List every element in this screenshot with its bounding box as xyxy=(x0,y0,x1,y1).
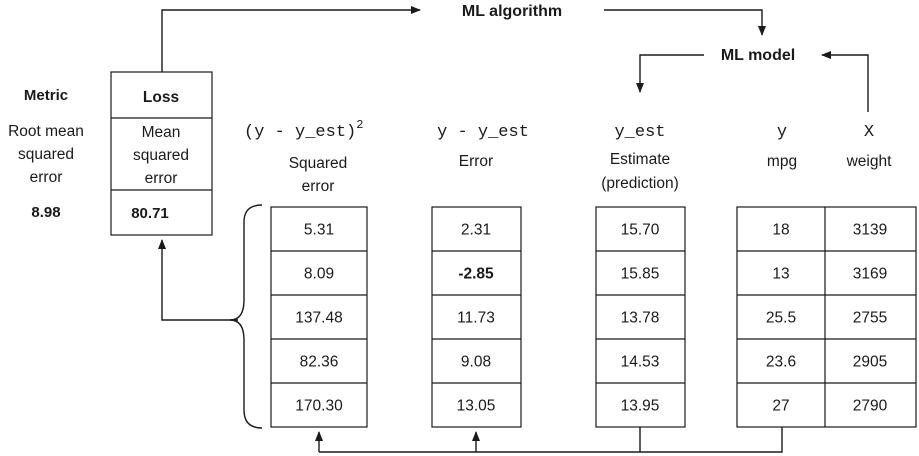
squared-error-label-line-1: Squared xyxy=(289,155,348,172)
sum-brace xyxy=(229,204,263,429)
loss-title: Loss xyxy=(143,89,179,106)
x-formula: X xyxy=(864,123,874,142)
model-to-estimate-arrow xyxy=(636,54,704,93)
loss-desc-line-3: error xyxy=(145,170,178,187)
estimate-cell: 15.85 xyxy=(621,266,660,283)
y-cell: 18 xyxy=(772,222,789,239)
y-cell: 25.5 xyxy=(766,310,796,327)
squared-error-cell: 5.31 xyxy=(304,222,334,239)
squared-error-cell: 8.09 xyxy=(304,266,334,283)
loss-value: 80.71 xyxy=(131,205,169,222)
data-table-y-x: 18 13 25.5 23.6 27 3139 3169 2755 2905 2… xyxy=(736,206,917,428)
error-formula: y - y_est xyxy=(437,123,529,142)
squared-error-cell: 137.48 xyxy=(295,310,342,327)
x-cell: 2790 xyxy=(853,398,888,415)
loss-to-algorithm-arrow xyxy=(161,6,421,72)
error-cell: 11.73 xyxy=(457,310,495,327)
metric-desc-line-2: squared xyxy=(18,146,74,163)
y-label: mpg xyxy=(767,153,797,170)
weight-to-model-arrow xyxy=(821,51,869,112)
estimate-table: 15.70 15.85 13.78 14.53 13.95 xyxy=(595,206,686,428)
error-cell: 9.08 xyxy=(461,354,491,371)
estimate-cell: 15.70 xyxy=(621,222,660,239)
error-label: Error xyxy=(459,153,493,170)
algorithm-to-model-arrow xyxy=(604,9,766,36)
ml-model-label: ML model xyxy=(721,47,795,64)
y-cell: 23.6 xyxy=(766,354,796,371)
ml-algorithm-label: ML algorithm xyxy=(462,3,562,20)
metric-value: 8.98 xyxy=(31,204,60,221)
error-cell: 2.31 xyxy=(461,222,491,239)
error-cell: 13.05 xyxy=(457,398,496,415)
squared-error-table: 5.31 8.09 137.48 82.36 170.30 xyxy=(270,206,368,428)
loss-box: Loss Mean squared error 80.71 xyxy=(110,71,213,236)
metric-desc-line-3: error xyxy=(30,169,63,186)
squared-error-formula: (y - y_est)2 xyxy=(244,118,363,142)
squared-error-to-loss-arrow xyxy=(158,239,238,321)
bottom-feed-line xyxy=(319,427,783,453)
estimate-label-line-1: Estimate xyxy=(610,151,670,168)
squared-error-label-line-2: error xyxy=(302,178,335,195)
x-label: weight xyxy=(846,153,892,170)
y-formula: y xyxy=(777,123,787,142)
loss-desc-line-1: Mean xyxy=(142,124,181,141)
y-cell: 13 xyxy=(772,266,789,283)
estimate-formula: y_est xyxy=(614,123,665,142)
loss-desc-line-2: squared xyxy=(133,147,189,164)
x-cell: 3139 xyxy=(853,222,887,239)
estimate-cell: 14.53 xyxy=(621,354,660,371)
metric-title: Metric xyxy=(24,87,68,104)
squared-error-cell: 82.36 xyxy=(300,354,339,371)
x-cell: 2755 xyxy=(853,310,887,327)
error-table: 2.31 -2.85 11.73 9.08 13.05 xyxy=(431,206,522,428)
squared-error-cell: 170.30 xyxy=(295,398,343,415)
metric-desc-line-1: Root mean xyxy=(8,123,84,140)
x-cell: 2905 xyxy=(853,354,887,371)
y-cell: 27 xyxy=(772,398,789,415)
estimate-cell: 13.78 xyxy=(621,310,660,327)
estimate-cell: 13.95 xyxy=(621,398,660,415)
estimate-label-line-2: (prediction) xyxy=(601,175,679,192)
x-cell: 3169 xyxy=(853,266,887,283)
error-cell-bold: -2.85 xyxy=(458,266,494,283)
